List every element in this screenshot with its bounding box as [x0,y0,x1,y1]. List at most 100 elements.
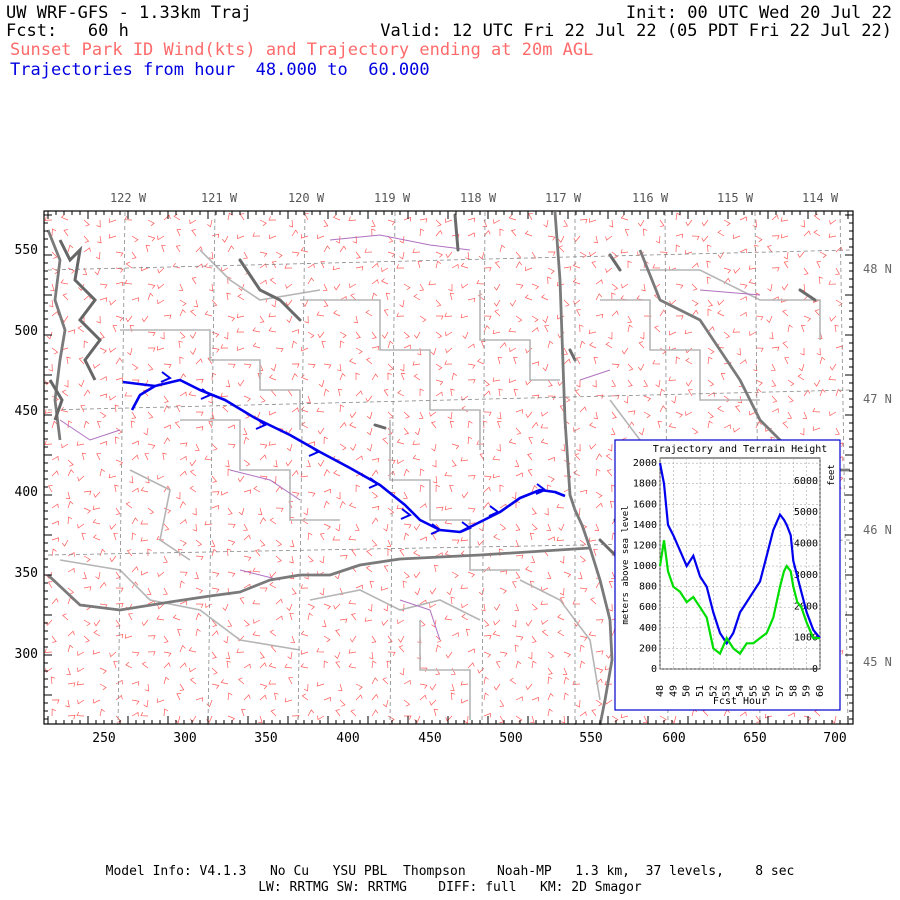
wind-barb [638,363,645,371]
wind-barb [211,651,217,659]
wind-barb [195,628,201,637]
wind-barb [579,340,586,349]
wind-barb [300,630,309,637]
wind-barb [355,347,363,355]
wind-barb [449,292,455,301]
wind-barb [371,331,377,339]
wind-barb [835,345,844,350]
wind-barb [803,230,811,237]
wind-barb [147,283,156,289]
wind-barb [188,391,197,397]
wind-barb [767,283,773,292]
wind-barb [828,375,837,381]
wind-barb [476,440,485,445]
wind-barb [189,459,197,467]
wind-barb [419,503,427,509]
wind-barb [289,539,295,548]
wind-barb [447,411,453,420]
wind-barb [243,534,251,541]
wind-barb [675,356,681,365]
wind-barb [317,715,325,721]
wind-barb [620,713,629,719]
wind-barb [595,453,603,461]
wind-barb [541,629,549,637]
wind-barb [99,331,105,339]
wind-barb [179,299,187,307]
wind-barb [691,235,700,241]
wind-barb [428,280,437,286]
wind-barb [67,267,76,274]
wind-barb [445,251,453,259]
wind-barb [429,411,437,417]
wind-barb [290,635,296,643]
wind-barb [323,245,331,253]
wind-barb [707,392,715,397]
wind-barb [194,571,199,579]
wind-barb [306,459,311,468]
wind-barb [115,715,122,723]
wind-barb [476,279,485,285]
wind-barb [319,555,325,564]
wind-barb [591,261,597,269]
wind-barb [321,619,327,628]
wind-barb [531,484,538,493]
wind-barb [419,683,428,689]
wind-barb [525,379,533,386]
wind-barb [675,411,684,418]
wind-barb [483,651,492,658]
wind-barb [403,331,410,339]
wind-barb [221,267,229,272]
wind-barb [514,539,520,547]
wind-barb [163,363,172,369]
wind-barb [403,491,408,499]
wind-barb [95,571,101,580]
wind-barb [323,660,329,669]
wind-barb [643,228,648,237]
wind-barb [204,455,213,461]
wind-barb [723,424,731,429]
wind-barb [515,554,524,559]
wind-barb [733,234,741,240]
wind-barb [435,331,443,339]
wind-barb [544,507,549,516]
wind-barb [141,315,149,323]
grid-x-label: 650 [743,731,766,746]
wind-barb [275,598,283,605]
wind-barb [96,421,102,429]
wind-barb [113,660,118,669]
wind-barb [109,651,117,658]
wind-barb [403,283,411,291]
wind-barb [163,485,171,493]
wind-barb [691,283,698,291]
wind-barb [192,507,197,516]
wind-barb [269,411,277,416]
wind-barb [579,555,587,563]
wind-barb [627,315,633,323]
wind-barb [95,251,101,260]
wind-barb [60,406,69,413]
wind-barb [563,219,568,227]
wind-barb [655,235,661,244]
wind-barb [668,376,677,381]
wind-barb [125,261,133,269]
wind-barb [303,683,309,692]
wind-barb [771,363,776,371]
wind-barb [236,313,245,319]
wind-barb [461,613,469,621]
wind-barb [611,715,619,723]
wind-barb [161,244,166,253]
wind-barb [83,507,92,514]
wind-barb [254,549,261,557]
trajectory-arrow [160,371,172,383]
wind-barb [707,326,715,333]
wind-barb [211,504,219,510]
wind-barb [241,709,246,717]
wind-barb [499,244,506,253]
wind-barb [259,251,268,257]
wind-barb [780,217,789,222]
wind-barb [271,299,277,308]
wind-barb [125,501,133,509]
wind-barb [515,315,523,323]
wind-barb [413,550,421,557]
wind-barb [109,347,117,353]
